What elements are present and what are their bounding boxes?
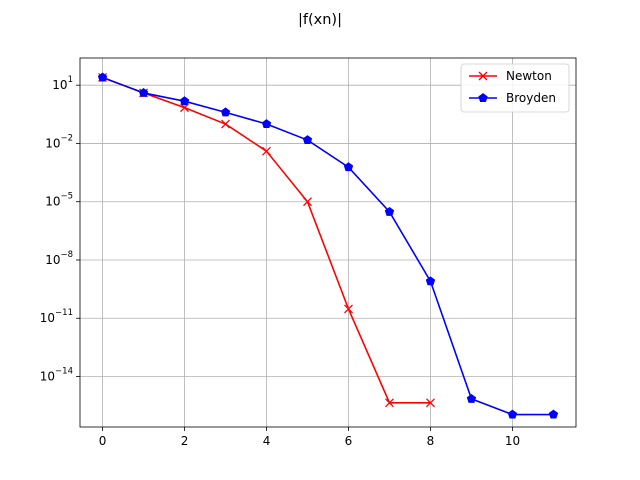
- broyden-point: [425, 276, 436, 286]
- newton-point: [221, 119, 230, 129]
- broyden-point: [302, 135, 313, 145]
- chart-title: |f(xn)|: [298, 12, 342, 28]
- broyden-point: [343, 162, 354, 172]
- newton-point: [344, 304, 353, 314]
- broyden-point: [466, 394, 477, 403]
- y-tick-label: 10−5: [45, 192, 73, 209]
- legend-swatch-marker: [478, 93, 488, 102]
- legend: Newton Broyden: [460, 63, 570, 113]
- y-tick-label: 10−8: [45, 250, 73, 267]
- broyden-point: [261, 119, 272, 129]
- y-tick-label: 10−11: [40, 308, 73, 325]
- y-tick-label: 10−14: [40, 367, 73, 384]
- newton-point: [303, 197, 312, 207]
- broyden-point: [138, 88, 149, 97]
- x-tick-label: 0: [99, 434, 107, 448]
- legend-item-broyden: Broyden: [469, 91, 556, 105]
- legend-item-newton: Newton: [469, 69, 552, 83]
- broyden-point: [507, 409, 518, 419]
- x-tick-label: 6: [345, 434, 353, 448]
- grid: [80, 58, 576, 427]
- y-tick-label: 101: [52, 75, 73, 92]
- legend-label: Newton: [506, 69, 552, 83]
- broyden-point: [179, 96, 190, 106]
- broyden-point: [384, 206, 395, 216]
- newton-point: [385, 398, 394, 408]
- newton-point: [426, 398, 435, 408]
- broyden-series: [97, 72, 559, 419]
- y-tick-label: 10−2: [45, 133, 73, 150]
- axis-ticks: 0 2 4 6 8 10 101 10−2 10−5 10−8 10−11 10−14: [40, 75, 520, 448]
- broyden-point: [220, 107, 231, 117]
- legend-label: Broyden: [506, 91, 556, 105]
- newton-point: [262, 146, 271, 156]
- plot-frame: [79, 57, 577, 428]
- broyden-line: [102, 76, 554, 416]
- broyden-point: [97, 72, 108, 82]
- broyden-point: [548, 409, 559, 419]
- legend-swatch-marker: [478, 71, 488, 81]
- x-tick-label: 10: [505, 434, 520, 448]
- series-layer: [97, 72, 559, 419]
- x-tick-label: 2: [181, 434, 189, 448]
- x-tick-label: 4: [263, 434, 271, 448]
- x-tick-label: 8: [427, 434, 435, 448]
